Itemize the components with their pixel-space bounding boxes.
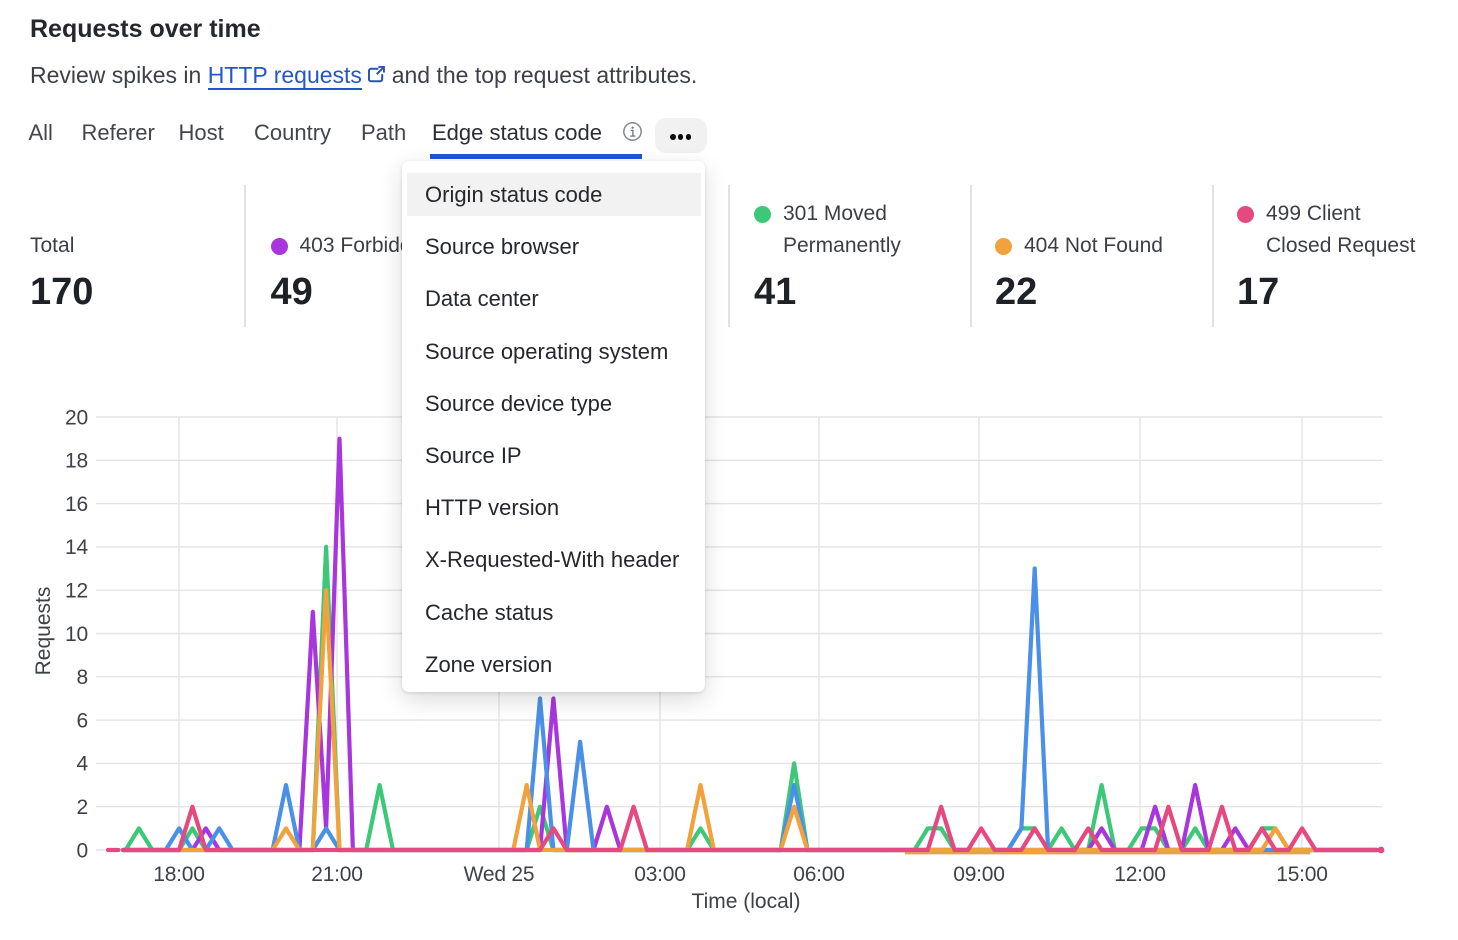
svg-text:06:00: 06:00 [793,863,845,886]
svg-text:0: 0 [77,839,88,862]
svg-text:8: 8 [77,666,88,689]
svg-text:6: 6 [77,709,88,732]
svg-text:18:00: 18:00 [153,863,205,886]
svg-text:2: 2 [77,796,88,819]
svg-text:12:00: 12:00 [1114,863,1166,886]
svg-text:20: 20 [65,406,88,429]
svg-text:12: 12 [65,580,88,603]
svg-text:18: 18 [65,450,88,473]
svg-text:14: 14 [65,536,88,559]
svg-text:16: 16 [65,493,88,516]
svg-text:10: 10 [65,623,88,646]
svg-text:15:00: 15:00 [1276,863,1328,886]
svg-text:Requests: Requests [32,587,55,676]
svg-text:09:00: 09:00 [953,863,1005,886]
svg-text:21:00: 21:00 [311,863,363,886]
svg-text:Time (local): Time (local) [692,890,801,913]
svg-text:4: 4 [77,753,89,776]
svg-text:03:00: 03:00 [634,863,686,886]
svg-text:Wed 25: Wed 25 [464,863,535,886]
